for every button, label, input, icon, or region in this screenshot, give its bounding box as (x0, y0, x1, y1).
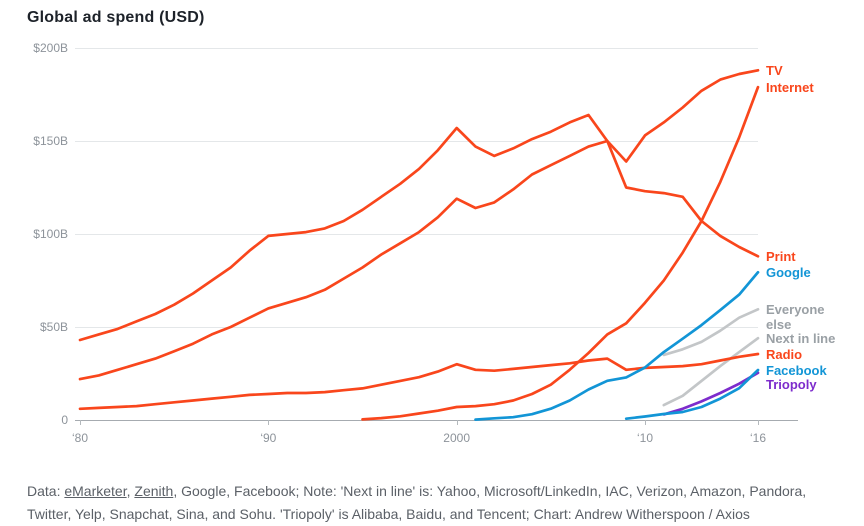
series-line-google (474, 270, 760, 421)
series-line-facebook (624, 368, 760, 421)
footer-separator: , (126, 483, 135, 499)
y-axis-label: $150B (33, 134, 68, 148)
series-line-next-in-line (662, 336, 760, 407)
y-axis-label: 0 (61, 413, 68, 427)
x-axis-label: ‘90 (260, 431, 277, 445)
plot-canvas (75, 48, 798, 425)
footer-rest: , Google, Facebook; Note: 'Next in line'… (27, 483, 807, 522)
footer-data-prefix: Data: (27, 483, 65, 499)
series-label-radio: Radio (766, 346, 803, 362)
series-label-next-in-line: Next in line (766, 331, 836, 347)
series-label-tv: TV (766, 63, 783, 79)
footer-note: Data: eMarketer, Zenith, Google, Faceboo… (27, 480, 845, 526)
series-label-everyone-else: Everyone else (766, 302, 825, 333)
chart-title: Global ad spend (USD) (27, 9, 205, 26)
series-label-google: Google (766, 265, 811, 281)
series-line-triopoly (662, 371, 760, 416)
series-line-radio (78, 352, 760, 411)
series-line-internet (361, 85, 760, 421)
series-label-facebook: Facebook (766, 362, 827, 378)
series-line-print (78, 113, 760, 342)
link-emarketer[interactable]: eMarketer (64, 483, 127, 499)
y-axis-label: $200B (33, 41, 68, 55)
link-zenith[interactable]: Zenith (134, 483, 174, 499)
x-axis-label: ‘80 (71, 431, 88, 445)
x-axis-label: ‘10 (636, 431, 653, 445)
y-axis-label: $100B (33, 227, 68, 241)
series-line-everyone-else (662, 307, 760, 357)
series-label-internet: Internet (766, 80, 814, 96)
line-chart: $200B $150B $100B $50B 0 ‘80 ‘90 2000 ‘10 ‘16 TV In… (33, 41, 836, 445)
series-line-tv (78, 68, 760, 381)
series-label-triopoly: Triopoly (766, 376, 817, 392)
y-axis-label: $50B (39, 320, 68, 334)
series-label-print: Print (766, 249, 796, 265)
x-axis-label: 2000 (443, 431, 470, 445)
x-axis-label: ‘16 (749, 431, 766, 445)
